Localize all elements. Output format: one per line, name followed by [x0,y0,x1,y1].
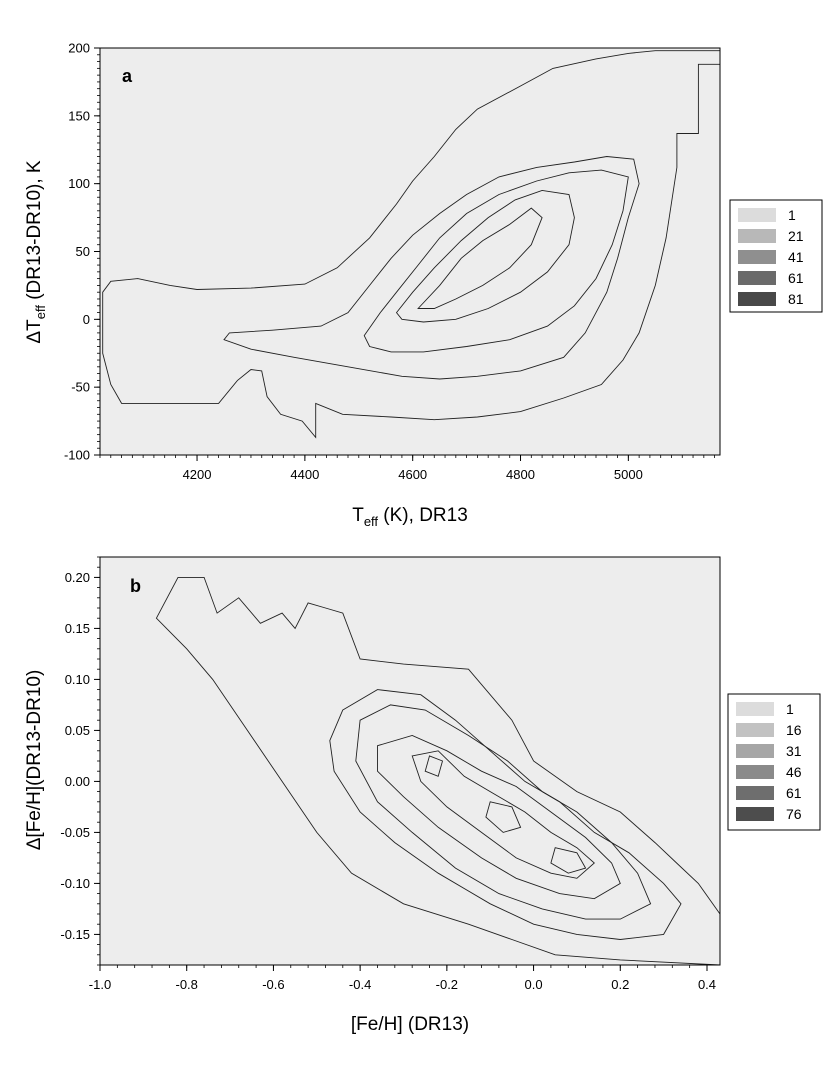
y-axis-title-a-delta: Δ [24,331,45,344]
x-tick-label-b: -0.8 [176,977,198,992]
contour-b-level-16-1 [329,689,682,940]
legend-b-label-76: 76 [786,806,802,822]
contour-b-level-76-7 [424,755,444,777]
x-axis-title-a: Teff (K), DR13 [352,505,468,529]
plot-area-a [99,47,721,456]
plot-area-b [99,556,721,966]
x-axis-title-b: [Fe/H] (DR13) [351,1014,469,1035]
legend-a-swatch-1 [738,208,776,222]
contour-b-level-31-2 [355,704,652,920]
y-tick-label-a: 200 [68,41,90,56]
x-tick-label-a: 4400 [290,467,319,482]
y-tick-label-a: 0 [83,312,90,327]
legend-a-label-21: 21 [788,228,804,244]
x-axis-title-a-rest: (K), DR13 [378,505,468,526]
contour-a-level-1-0 [102,50,721,439]
chart-panel-b: -1.0 -0.8 -0.6 -0.4 -0.2 0.0 0.2 0.4 -0.15 -0.10 -… [24,556,821,1035]
legend-b-swatch-31 [736,744,774,758]
contour-a-level-61-3 [395,189,575,323]
y-tick-label-a: -50 [71,380,90,395]
x-axis-title-a-main: T [352,505,364,526]
contour-b-level-1-0 [155,576,721,966]
legend-a-label-1: 1 [788,207,796,223]
legend-b-swatch-1 [736,702,774,716]
ticks-b: -1.0 -0.8 -0.6 -0.4 -0.2 0.0 0.2 0.4 -0.15 -0.10 -… [60,556,716,992]
x-tick-label-a: 5000 [614,467,643,482]
x-tick-label-a: 4800 [506,467,535,482]
contour-a-level-81-4 [417,207,543,309]
y-tick-label-b: 0.10 [65,672,90,687]
legend-b-label-31: 31 [786,743,802,759]
y-tick-label-a: 100 [68,176,90,191]
legend-a: 1 21 41 61 81 [729,199,823,313]
y-tick-label-a: -100 [64,448,90,463]
legend-b-swatch-46 [736,765,774,779]
contour-b-level-76-5 [485,801,522,833]
contour-b-level-61-4 [411,750,595,879]
y-tick-label-b: -0.05 [60,825,90,840]
y-axis-title-a-main: T [24,319,45,331]
y-tick-label-b: 0.15 [65,621,90,636]
y-axis-title-a: ΔTeff (DR13-DR10), K [24,160,48,344]
legend-b-label-46: 46 [786,764,802,780]
legend-a-swatch-21 [738,229,776,243]
contour-group-b [155,576,721,966]
chart-panel-a: 4200 4400 4600 4800 5000-100-50050100150200 … [24,41,823,529]
y-axis-title-a-sub: eff [33,305,48,320]
y-tick-label-b: 0.20 [65,570,90,585]
legend-b-label-1: 1 [786,701,794,717]
panel-label-a: a [122,66,133,86]
y-tick-label-a: 150 [68,108,90,123]
contour-b-level-46-3 [377,735,621,900]
contour-b-level-76-6 [550,847,587,874]
legend-b-swatch-16 [736,723,774,737]
x-axis-title-a-sub: eff [364,514,379,529]
legend-a-label-61: 61 [788,270,804,286]
x-tick-label-b: 0.0 [525,977,543,992]
y-axis-title-a-rest: (DR13-DR10), K [24,160,45,305]
legend-a-swatch-41 [738,250,776,264]
ticks-a: 4200 4400 4600 4800 5000 -100 -50 0 50 100 150 200 [64,41,716,482]
x-tick-label-b: 0.2 [611,977,629,992]
legend-a-label-41: 41 [788,249,804,265]
panel-label-b: b [130,576,141,596]
contour-group-a [102,50,721,439]
legend-a-label-81: 81 [788,291,804,307]
contour-a-level-21-1 [223,156,640,380]
legend-b: 1 16 31 46 61 76 [727,693,821,831]
legend-a-swatch-61 [738,271,776,285]
y-tick-label-b: 0.00 [65,774,90,789]
y-tick-label-b: 0.05 [65,723,90,738]
y-tick-label-b: -0.10 [60,876,90,891]
legend-a-swatch-81 [738,292,776,306]
legend-b-label-16: 16 [786,722,802,738]
contour-a-level-41-2 [363,169,629,353]
x-tick-label-b: -0.6 [262,977,284,992]
legend-b-swatch-76 [736,807,774,821]
y-tick-label-b: -0.15 [60,927,90,942]
x-tick-label-b: -1.0 [89,977,111,992]
y-axis-title-b: Δ[Fe/H](DR13-DR10) [24,670,45,851]
y-tick-label-a: 50 [76,244,90,259]
x-tick-label-b: -0.4 [349,977,371,992]
legend-b-swatch-61 [736,786,774,800]
x-tick-label-b: -0.2 [436,977,458,992]
legend-b-label-61: 61 [786,785,802,801]
x-tick-label-a: 4600 [398,467,427,482]
x-tick-label-a: 4200 [183,467,212,482]
x-tick-label-b: 0.4 [698,977,716,992]
